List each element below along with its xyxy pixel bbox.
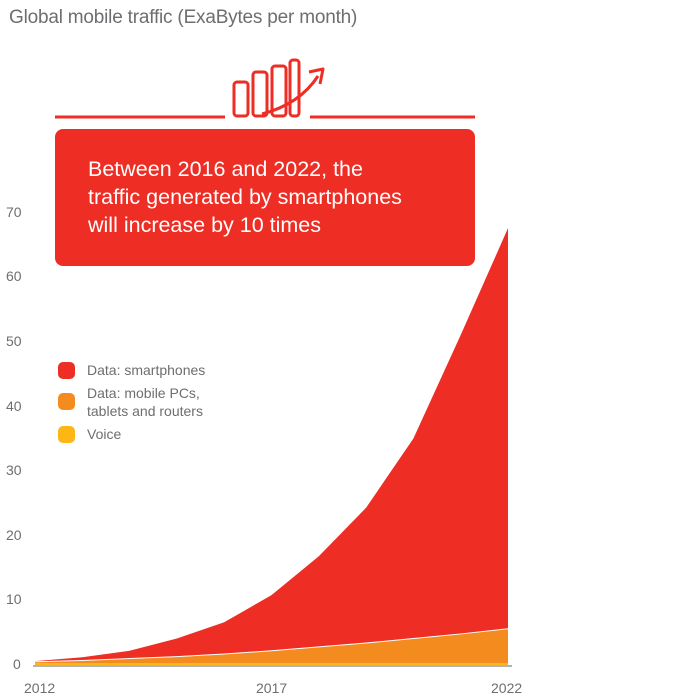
legend: Data: smartphones Data: mobile PCs, tabl… <box>58 361 205 448</box>
y-tick: 70 <box>6 204 22 220</box>
legend-label: Data: mobile PCs, tablets and routers <box>87 384 203 420</box>
chart-title: Global mobile traffic (ExaBytes per mont… <box>9 7 358 28</box>
legend-item-voice: Voice <box>58 425 205 443</box>
y-tick: 10 <box>6 591 22 607</box>
legend-swatch <box>58 426 75 443</box>
y-tick: 40 <box>6 398 22 414</box>
y-tick: 30 <box>6 462 22 478</box>
legend-item-smartphones: Data: smartphones <box>58 361 205 379</box>
callout-line: Between 2016 and 2022, the <box>88 157 363 181</box>
legend-label: Data: smartphones <box>87 361 205 379</box>
area-smartphones <box>35 228 508 662</box>
y-tick: 0 <box>13 656 21 672</box>
legend-label-line: tablets and routers <box>87 403 203 419</box>
y-tick: 50 <box>6 333 22 349</box>
legend-swatch <box>58 393 75 410</box>
legend-swatch <box>58 362 75 379</box>
callout-text: Between 2016 and 2022, the traffic gener… <box>88 155 468 239</box>
x-tick: 2017 <box>256 680 288 696</box>
y-tick: 60 <box>6 268 22 284</box>
y-tick: 20 <box>6 527 22 543</box>
legend-item-pcs: Data: mobile PCs, tablets and routers <box>58 384 205 420</box>
legend-label: Voice <box>87 425 121 443</box>
series-separator <box>34 628 509 663</box>
callout-line: traffic generated by smartphones <box>88 185 402 209</box>
callout-box: Between 2016 and 2022, the traffic gener… <box>55 129 475 266</box>
legend-label-line: Data: smartphones <box>87 362 206 378</box>
callout-line: will increase by 10 times <box>88 213 322 237</box>
area-pcs <box>35 628 508 664</box>
x-tick: 2022 <box>491 680 523 696</box>
area-voice <box>35 663 508 665</box>
legend-label-line: Voice <box>87 426 122 442</box>
bar-chart-growth-arrow-icon <box>232 58 325 118</box>
x-tick: 2012 <box>24 680 56 696</box>
header-decoration <box>55 58 475 119</box>
legend-label-line: Data: mobile PCs, <box>87 385 200 401</box>
